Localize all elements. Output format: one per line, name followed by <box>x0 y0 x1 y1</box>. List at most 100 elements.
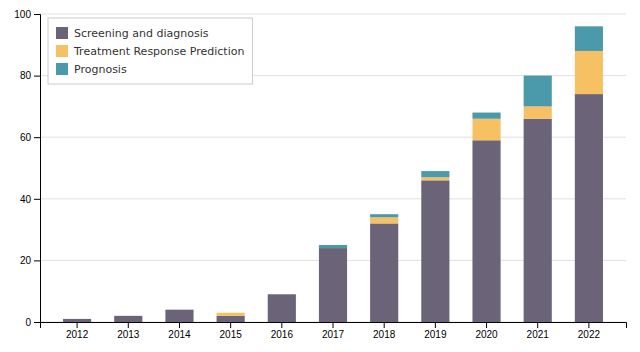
x-tick-label: 2021 <box>527 329 550 340</box>
series <box>319 26 603 248</box>
bar-segment <box>472 140 500 322</box>
bar-segment <box>524 76 552 107</box>
legend-swatch <box>56 27 68 39</box>
x-tick-label: 2016 <box>271 329 294 340</box>
x-tick-label: 2022 <box>578 329 601 340</box>
y-tick-label: 100 <box>14 9 31 20</box>
y-tick: 100 <box>14 9 40 20</box>
x-tick: 2022 <box>578 322 601 340</box>
y-tick: 0 <box>25 317 40 328</box>
x-tick-mark <box>179 322 180 328</box>
legend-label: Screening and diagnosis <box>74 27 209 40</box>
legend-box <box>48 18 252 84</box>
x-tick: 2015 <box>220 322 243 340</box>
x-tick-label: 2019 <box>424 329 447 340</box>
y-tick-mark <box>34 322 40 323</box>
legend-swatch <box>56 63 68 75</box>
y-tick: 60 <box>20 132 40 143</box>
x-tick-label: 2018 <box>373 329 396 340</box>
bar-segment <box>63 318 91 319</box>
y-tick-label: 40 <box>20 194 32 205</box>
bar-segment <box>421 171 449 177</box>
x-tick-mark <box>486 322 487 328</box>
series <box>63 94 603 322</box>
bar-segment <box>217 316 245 322</box>
bar-segment <box>319 248 347 322</box>
legend-label: Prognosis <box>74 63 127 76</box>
x-tick: 2016 <box>271 322 294 340</box>
bar-segment <box>319 245 347 248</box>
bar-segment <box>268 294 296 295</box>
x-tick-mark <box>333 322 334 328</box>
x-tick-mark <box>588 322 589 328</box>
y-tick-label: 20 <box>20 255 32 266</box>
bar-segment <box>114 316 142 322</box>
x-tick: 2021 <box>527 322 550 340</box>
bar-segment <box>421 180 449 322</box>
x-tick-label: 2020 <box>475 329 498 340</box>
bar-segment <box>165 309 193 310</box>
legend-item: Screening and diagnosis <box>56 27 209 40</box>
bar-segment <box>217 312 245 313</box>
bar-segment <box>268 294 296 322</box>
bar-segment <box>63 318 91 319</box>
bar-segment <box>575 94 603 322</box>
x-tick-label: 2017 <box>322 329 345 340</box>
x-tick-mark <box>128 322 129 328</box>
grid <box>40 14 626 322</box>
y-tick-mark <box>34 76 40 77</box>
x-axis: 2012 2013 2014 2015 2016 2017 2018 2019 2020 2021… <box>41 322 627 340</box>
y-tick: 80 <box>20 70 40 81</box>
x-tick-label: 2013 <box>117 329 140 340</box>
y-tick-label: 60 <box>20 132 32 143</box>
bar-segment <box>268 294 296 295</box>
x-tick: 2017 <box>322 322 345 340</box>
y-tick-label: 80 <box>20 70 32 81</box>
legend-item: Treatment Response Prediction <box>56 45 244 58</box>
legend-item: Prognosis <box>56 63 127 76</box>
y-tick-mark <box>34 14 40 15</box>
y-tick: 20 <box>20 255 40 266</box>
bar-segment <box>370 217 398 223</box>
bar-segment <box>472 119 500 141</box>
x-tick: 2012 <box>66 322 89 340</box>
y-tick-label: 0 <box>25 317 31 328</box>
legend-label: Treatment Response Prediction <box>73 45 244 58</box>
bar-segment <box>421 177 449 180</box>
y-tick-mark <box>34 137 40 138</box>
bar-segment <box>575 26 603 51</box>
bar-segment <box>370 223 398 322</box>
y-axis-line <box>34 15 41 323</box>
y-axis: 0 20 40 60 80 100 <box>14 9 40 328</box>
y-tick: 40 <box>20 194 40 205</box>
bar-segment <box>114 315 142 316</box>
chart: 2012 2013 2014 2015 2016 2017 2018 2019 2020 2021… <box>0 0 640 352</box>
legend: Screening and diagnosis Treatment Respons… <box>48 18 252 84</box>
plot: 2012 2013 2014 2015 2016 2017 2018 2019 2020 2021… <box>14 9 626 340</box>
x-tick-label: 2012 <box>66 329 89 340</box>
bar-segment <box>575 51 603 94</box>
x-tick: 2013 <box>117 322 140 340</box>
bar-segment <box>524 119 552 322</box>
y-tick-mark <box>34 199 40 200</box>
bar-segment <box>165 309 193 310</box>
x-tick-mark <box>435 322 436 328</box>
bar-segment <box>472 113 500 119</box>
bar-segment <box>370 214 398 217</box>
grid-line <box>40 14 626 15</box>
x-tick-label: 2014 <box>168 329 191 340</box>
series <box>217 51 603 316</box>
bar-segment <box>114 315 142 316</box>
bar-segment <box>524 106 552 118</box>
x-tick: 2020 <box>475 322 498 340</box>
x-tick: 2019 <box>424 322 447 340</box>
x-tick-mark <box>77 322 78 328</box>
x-tick: 2018 <box>373 322 396 340</box>
legend-swatch <box>56 45 68 57</box>
x-tick: 2014 <box>168 322 191 340</box>
bar-segment <box>63 319 91 322</box>
bar-segment <box>217 313 245 316</box>
x-tick-mark <box>537 322 538 328</box>
x-tick-mark <box>281 322 282 328</box>
x-tick-mark <box>384 322 385 328</box>
